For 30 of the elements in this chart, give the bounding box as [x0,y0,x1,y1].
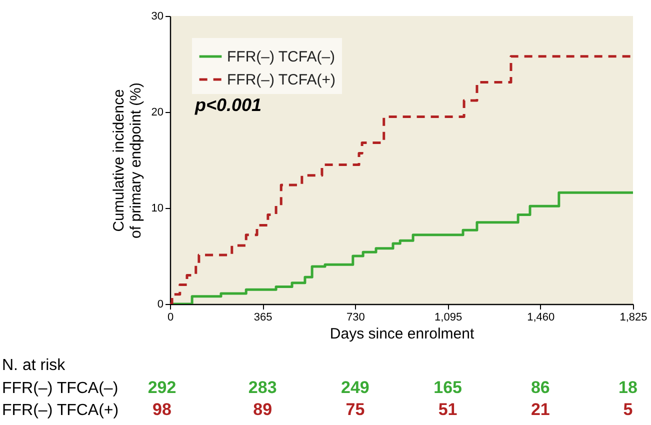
text: 18 [618,378,638,397]
text: 75 [346,400,365,419]
text: 249 [341,378,370,397]
text: 21 [530,400,550,419]
text: 283 [248,378,277,397]
text: 165 [434,378,462,397]
legend-label: FFR(–) TCFA(+) [227,72,336,88]
y-tick-label: 10 [151,202,164,214]
y-tick-label: 20 [151,106,164,118]
text: 89 [253,400,272,419]
text: FFR(–) TFCA(+) [2,402,119,419]
x-tick-label: 1,095 [434,312,462,324]
text: 86 [530,378,550,397]
x-tick-label: 1,825 [620,312,648,324]
annotation: p<0.001 [194,95,262,115]
y-tick-label: 0 [157,298,164,310]
x-tick-label: 730 [346,312,365,324]
x-tick-label: 365 [254,312,272,324]
text: 51 [438,400,458,419]
y-axis-title: Cumulative incidence of primary endpoint (%) [110,82,144,238]
legend-label: FFR(–) TCFA(–) [227,48,336,66]
text: 98 [152,400,172,419]
text: N. at risk [2,357,66,374]
text: FFR(–) TFCA(–) [2,380,118,397]
text: 292 [148,378,176,397]
x-axis-title: Days since enrolment [330,326,475,342]
y-tick-label: 30 [151,10,164,22]
text: 5 [623,400,633,419]
x-tick-label: 0 [167,312,174,324]
x-tick-label: 1,460 [527,312,555,324]
